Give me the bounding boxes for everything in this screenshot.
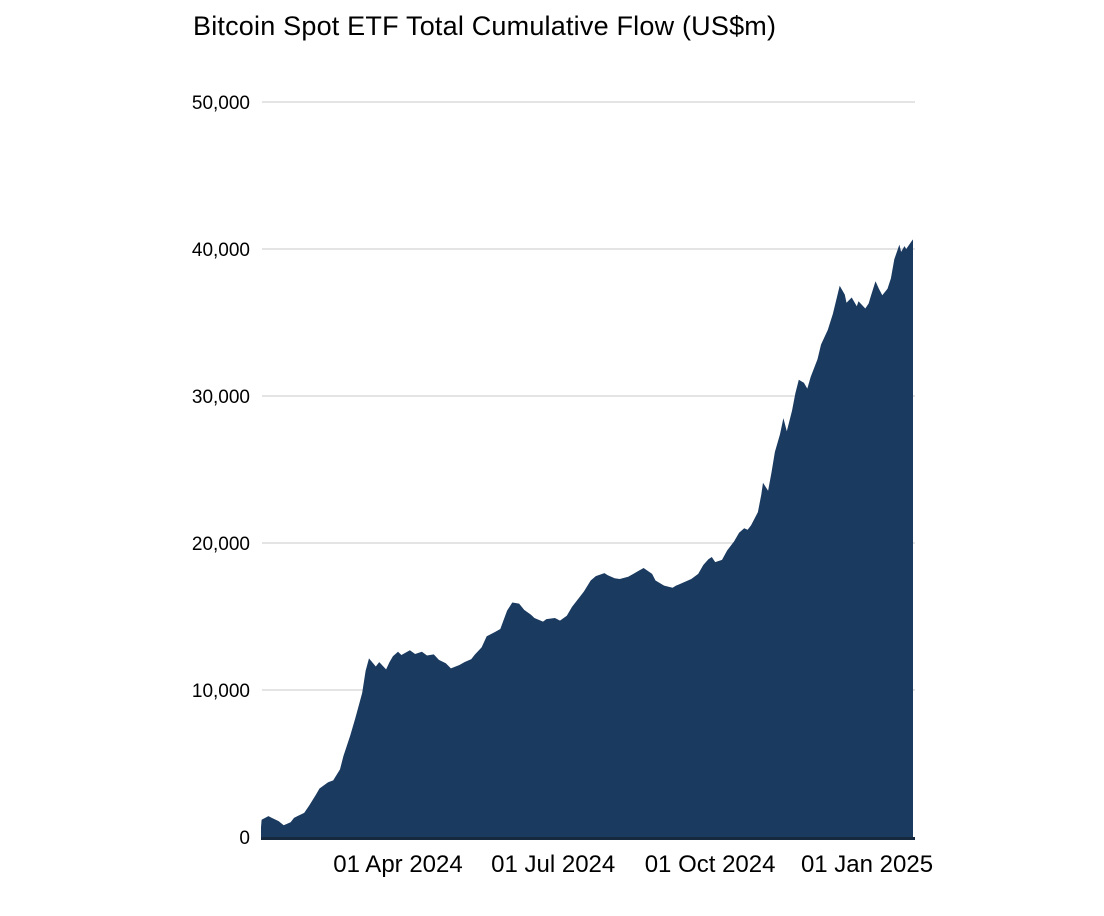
chart-title: Bitcoin Spot ETF Total Cumulative Flow (… bbox=[193, 11, 777, 41]
x-axis-tick-label: 01 Apr 2024 bbox=[333, 851, 462, 878]
x-axis-tick-label: 01 Oct 2024 bbox=[645, 851, 776, 878]
x-axis-tick-label: 01 Jul 2024 bbox=[491, 851, 615, 878]
y-axis-tick-label: 40,000 bbox=[192, 240, 250, 261]
y-axis-tick-label: 30,000 bbox=[192, 387, 250, 408]
y-axis-tick-label: 0 bbox=[239, 828, 250, 849]
y-axis-tick-label: 20,000 bbox=[192, 534, 250, 555]
y-axis-tick-label: 10,000 bbox=[192, 681, 250, 702]
cumulative-flow-area bbox=[261, 239, 913, 837]
x-axis-tick-label: 01 Jan 2025 bbox=[801, 851, 933, 878]
y-axis-tick-label: 50,000 bbox=[192, 93, 250, 114]
